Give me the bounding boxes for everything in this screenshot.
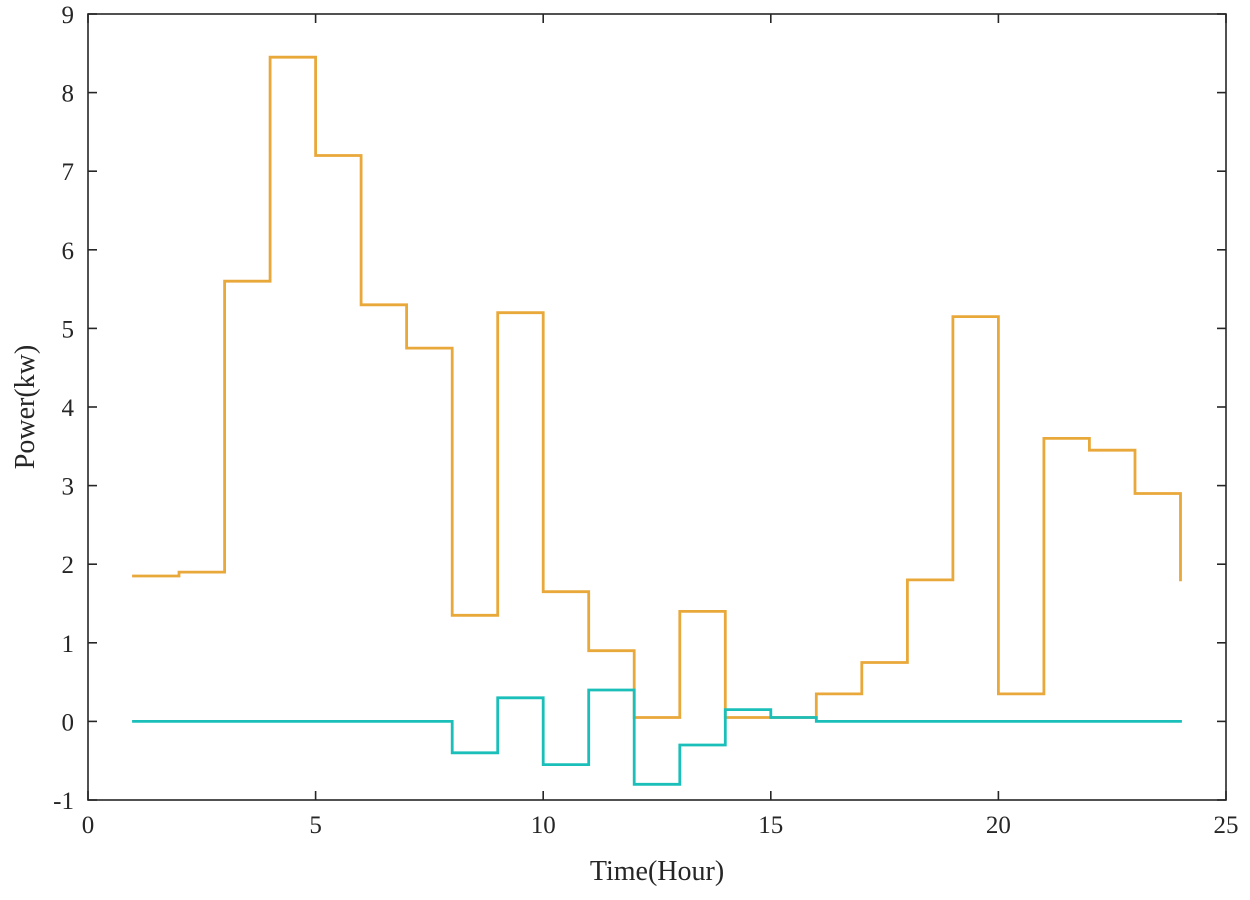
- x-axis-label: Time(Hour): [589, 856, 725, 887]
- y-tick-label: 9: [62, 2, 75, 29]
- load-power-orange-series-line: [132, 55, 1182, 719]
- x-tick-label: 5: [309, 812, 322, 839]
- y-tick-label: 8: [62, 81, 75, 108]
- x-tick-label: 10: [531, 812, 556, 839]
- x-tick-label: 0: [82, 812, 95, 839]
- y-tick-label: 7: [62, 159, 75, 186]
- x-tick-label: 15: [758, 812, 783, 839]
- y-tick-label: 2: [62, 552, 75, 579]
- y-tick-label: 4: [62, 395, 75, 422]
- y-tick-label: 6: [62, 238, 75, 265]
- x-tick-label: 25: [1214, 812, 1239, 839]
- y-tick-label: 0: [62, 709, 75, 736]
- y-tick-label: 1: [62, 631, 75, 658]
- battery-power-teal-series-line: [132, 688, 1182, 786]
- x-tick-label: 20: [986, 812, 1011, 839]
- axes-box: [87, 13, 1227, 801]
- y-tick-label: 3: [62, 474, 75, 501]
- y-tick-label: 5: [62, 316, 75, 343]
- y-axis-label: Power(kw): [10, 344, 41, 470]
- y-tick-label: -1: [53, 788, 74, 815]
